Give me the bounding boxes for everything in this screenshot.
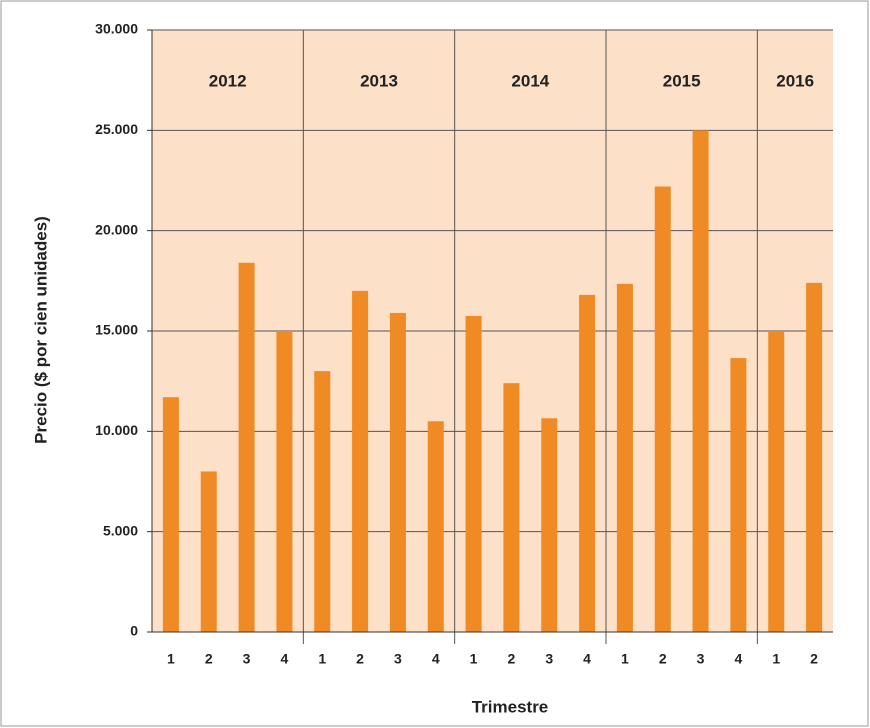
x-tick-label: 1 <box>167 651 175 667</box>
x-tick-label: 2 <box>205 651 213 667</box>
bar <box>465 315 482 632</box>
x-tick-label: 3 <box>243 651 251 667</box>
bar <box>503 383 520 632</box>
y-tick-label: 30.000 <box>95 21 138 37</box>
bar <box>427 421 444 632</box>
bar <box>616 283 633 632</box>
bar <box>314 371 331 632</box>
group-label: 2013 <box>360 71 398 90</box>
bar <box>389 312 406 632</box>
bar <box>200 471 217 632</box>
y-tick-label: 25.000 <box>95 121 138 137</box>
group-label: 2015 <box>663 71 701 90</box>
bar <box>692 130 709 633</box>
x-tick-label: 3 <box>394 651 402 667</box>
x-tick-label: 4 <box>735 651 743 667</box>
bar <box>238 262 255 632</box>
bar <box>276 331 293 632</box>
group-label: 2014 <box>511 71 549 90</box>
bar <box>352 290 369 632</box>
bar <box>806 282 823 632</box>
x-tick-label: 2 <box>356 651 364 667</box>
x-tick-label: 3 <box>697 651 705 667</box>
x-axis-label: Trimestre <box>472 697 549 716</box>
x-tick-label: 1 <box>772 651 780 667</box>
y-tick-label: 15.000 <box>95 322 138 338</box>
x-tick-label: 2 <box>810 651 818 667</box>
x-tick-label: 4 <box>281 651 289 667</box>
bar <box>162 397 179 632</box>
x-tick-label: 1 <box>470 651 478 667</box>
x-tick-label: 1 <box>621 651 629 667</box>
bar <box>654 186 671 632</box>
y-axis-label: Precio ($ por cien unidades) <box>31 216 50 444</box>
bar <box>541 418 558 632</box>
x-tick-label: 4 <box>583 651 591 667</box>
group-label: 2016 <box>776 71 814 90</box>
x-tick-label: 3 <box>545 651 553 667</box>
y-tick-label: 0 <box>130 623 138 639</box>
x-tick-label: 2 <box>659 651 667 667</box>
group-label: 2012 <box>209 71 247 90</box>
x-tick-label: 2 <box>508 651 516 667</box>
x-tick-label: 4 <box>432 651 440 667</box>
y-tick-label: 5.000 <box>103 522 138 538</box>
bar <box>730 358 747 632</box>
x-tick-label: 1 <box>318 651 326 667</box>
y-tick-label: 20.000 <box>95 221 138 237</box>
bar <box>768 331 785 632</box>
bar <box>579 294 596 632</box>
y-tick-label: 10.000 <box>95 422 138 438</box>
